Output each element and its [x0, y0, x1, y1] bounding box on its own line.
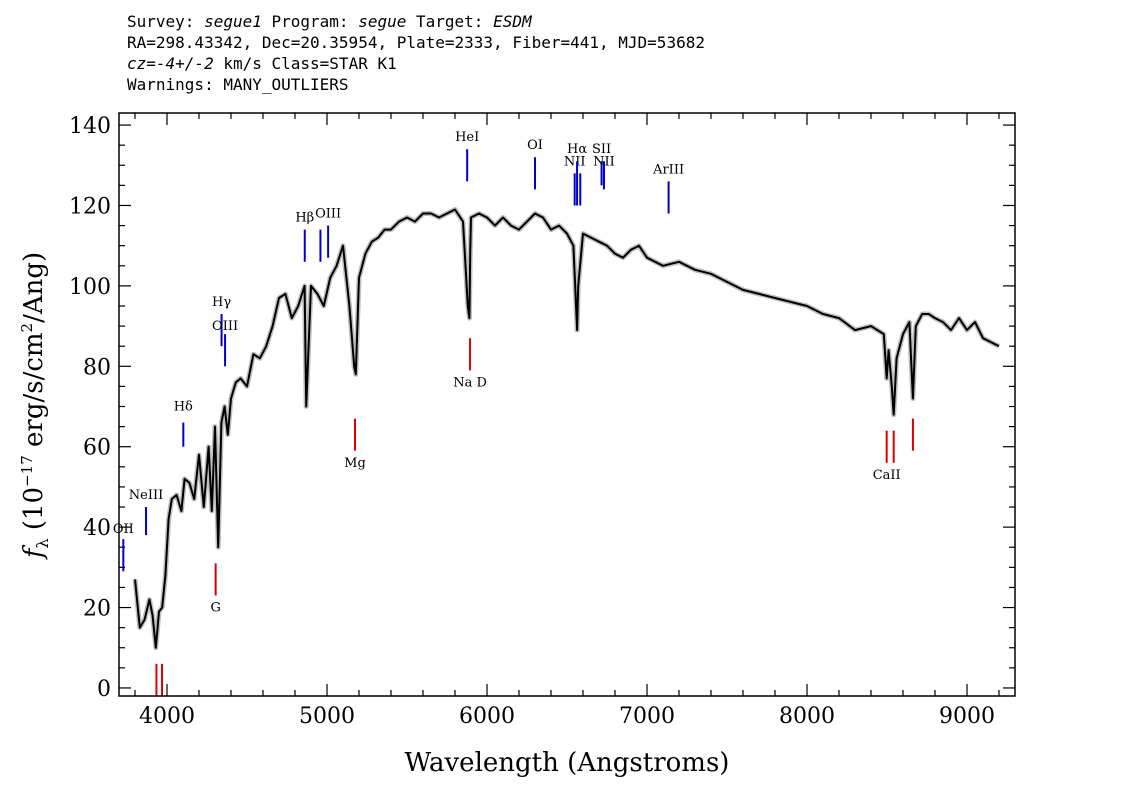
x-tick-label: 8000 — [779, 704, 835, 729]
axis-ticks: 4000 5000 6000 7000 8000 9000 0 20 40 60 80 100 120 1… — [69, 113, 1015, 729]
program-value: segue — [358, 12, 407, 31]
emission-line-label: OIII — [212, 319, 238, 334]
x-axis-label: Wavelength (Angstroms) — [405, 748, 730, 778]
emission-line-label: NII — [593, 154, 615, 169]
x-tick-label: 4000 — [139, 704, 195, 729]
absorption-line-label: G — [210, 601, 220, 616]
emission-line-label: HeI — [455, 130, 479, 145]
x-tick-label: 9000 — [939, 704, 995, 729]
cz-label: cz — [127, 54, 147, 73]
emission-line-label: NII — [564, 154, 586, 169]
y-tick-label: 20 — [83, 597, 111, 622]
header-line-survey: Survey: segue1 Program: segue Target: ES… — [127, 11, 705, 32]
y-axis-label-close: /Ang) — [19, 252, 49, 323]
y-tick-label: 0 — [97, 677, 111, 702]
x-tick-label: 5000 — [299, 704, 355, 729]
absorption-line-label: Na D — [453, 375, 487, 390]
class-text: km/s Class=STAR K1 — [213, 54, 397, 73]
y-tick-label: 100 — [69, 275, 111, 300]
absorption-line-label: CaII — [873, 468, 901, 483]
header-line-redshift: cz=-4+/-2 km/s Class=STAR K1 — [127, 53, 705, 74]
cz-value: =-4+/-2 — [146, 54, 214, 73]
y-tick-label: 60 — [83, 436, 111, 461]
spectrum-header: Survey: segue1 Program: segue Target: ES… — [127, 11, 705, 95]
emission-line-label: OII — [113, 522, 134, 537]
emission-line-label: NeIII — [129, 488, 163, 503]
emission-line-label: Hα — [567, 142, 587, 157]
y-axis-label-units: erg/s/cm — [19, 332, 49, 455]
target-label: Target: — [406, 12, 494, 31]
emission-line-label: Hδ — [174, 400, 193, 415]
header-line-warnings: Warnings: MANY_OUTLIERS — [127, 75, 349, 94]
x-tick-label: 6000 — [459, 704, 515, 729]
program-label: Program: — [261, 12, 359, 31]
y-axis-label-lambda: λ — [33, 538, 52, 548]
plot-frame — [118, 112, 1016, 697]
y-tick-label: 140 — [69, 114, 111, 139]
spectrum-error-band — [132, 207, 1001, 651]
header-line-coordinates: RA=298.43342, Dec=20.35954, Plate=2333, … — [127, 33, 705, 52]
spectrum-series-line — [134, 208, 1000, 649]
emission-line-label: Hγ — [212, 295, 231, 310]
y-tick-label: 120 — [69, 194, 111, 219]
emission-line-label: SII — [592, 142, 611, 157]
y-tick-label: 40 — [83, 516, 111, 541]
emission-line-label: ArIII — [652, 162, 684, 177]
y-axis-label-exp1: −17 — [18, 455, 36, 487]
absorption-line-label: Mg — [344, 456, 366, 471]
emission-line-label: OIII — [315, 207, 341, 222]
y-axis-label: fλ (10−17 erg/s/cm2/Ang) — [18, 252, 52, 560]
y-axis-label-open: (10 — [19, 487, 49, 539]
survey-value: segue1 — [204, 12, 262, 31]
emission-line-label: OI — [527, 138, 543, 153]
y-tick-label: 80 — [83, 355, 111, 380]
x-tick-label: 7000 — [619, 704, 675, 729]
y-axis-label-exp2: 2 — [18, 323, 36, 333]
survey-label: Survey: — [127, 12, 205, 31]
emission-line-label: Hβ — [295, 211, 314, 226]
target-value: ESDM — [493, 12, 532, 31]
